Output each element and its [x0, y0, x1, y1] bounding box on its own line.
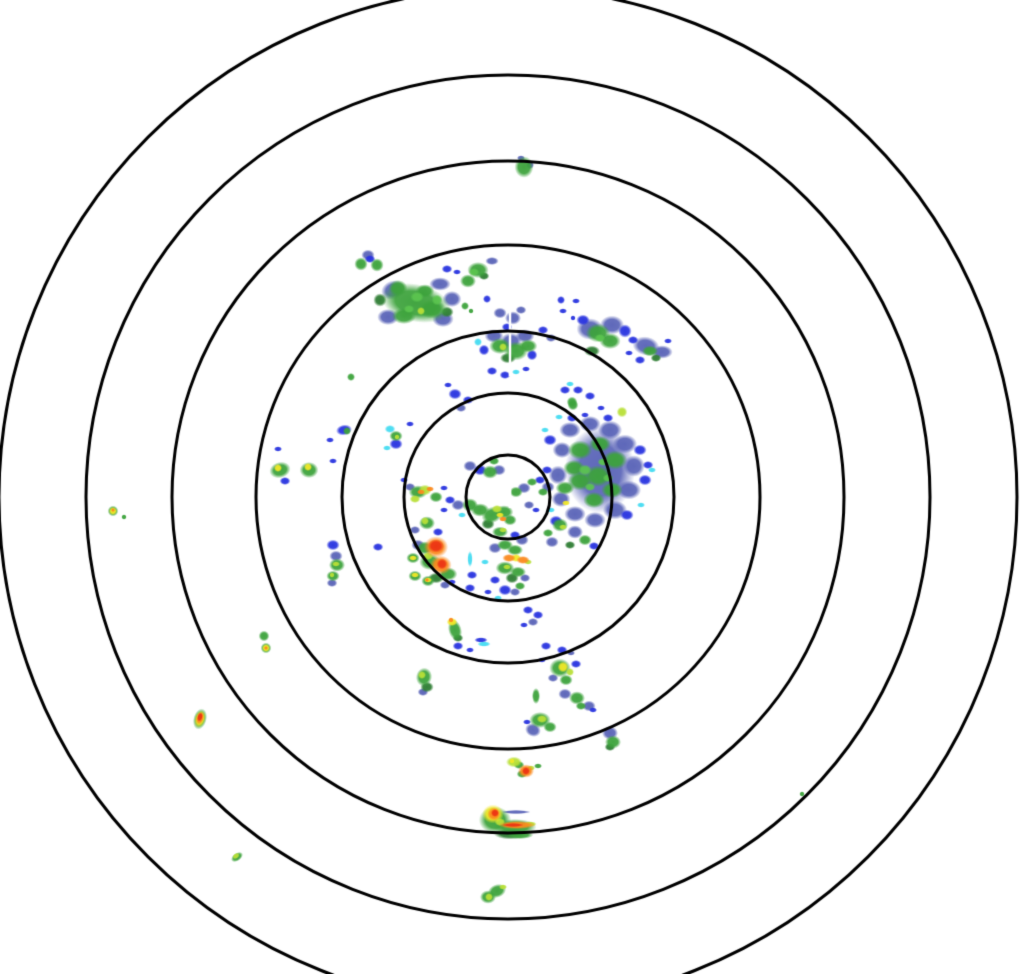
radar-canvas: [0, 0, 1029, 974]
radar-ppi-display: [0, 0, 1029, 974]
